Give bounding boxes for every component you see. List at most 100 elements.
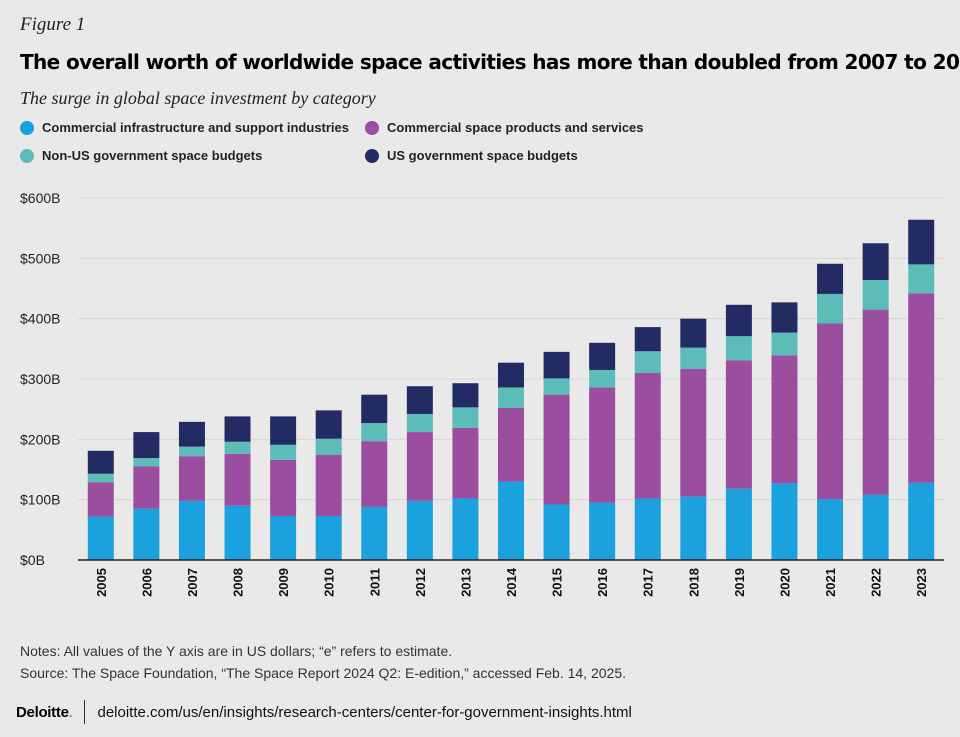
bar-segment-4-2006: [133, 432, 160, 459]
footer-divider: [84, 700, 86, 724]
x-tick-label: 2005: [94, 568, 109, 597]
bar-segment-2-2021: [817, 323, 844, 500]
bar-segment-2-2005: [87, 482, 114, 517]
x-tick-label: 2008: [231, 568, 246, 597]
bar-segment-1-2014: [498, 481, 524, 560]
bar-segment-3-2016: [589, 369, 616, 388]
legend-label: Non-US government space budgets: [42, 148, 263, 163]
y-tick-label: $600B: [20, 190, 60, 206]
footer-url-link[interactable]: deloitte.com/us/en/insights/research-cen…: [97, 703, 632, 721]
chart-legend: Commercial infrastructure and support in…: [20, 120, 940, 176]
bar-segment-4-2008: [224, 416, 251, 442]
x-tick-label: 2013: [458, 568, 473, 597]
y-tick-label: $300B: [20, 371, 60, 387]
x-tick-label: 2021: [823, 568, 838, 597]
bar-segment-3-2021: [817, 293, 844, 324]
bar-segment-1-2011: [361, 506, 388, 560]
bar-segment-2-2006: [133, 466, 160, 509]
bar-segment-3-2011: [361, 423, 388, 442]
bar-segment-4-2020: [771, 302, 798, 333]
bar-segment-3-2018: [680, 347, 707, 369]
bar-segment-2-2014: [498, 407, 524, 482]
legend-swatch-icon: [365, 148, 379, 163]
bar-segment-3-2012: [406, 413, 433, 433]
x-tick-label: 2022: [869, 568, 884, 597]
bar-segment-3-2013: [452, 407, 479, 428]
bar-segment-1-2012: [406, 500, 433, 560]
chart-subtitle: The surge in global space investment by …: [20, 88, 376, 108]
deloitte-logo: Deloitte.: [16, 703, 73, 721]
bar-segment-1-2006: [133, 508, 160, 560]
bar-segment-1-2020: [771, 483, 798, 560]
bar-segment-1-2018: [680, 496, 707, 560]
bar-segment-4-2015: [543, 351, 570, 379]
legend-label: Commercial space products and services: [387, 120, 644, 135]
bar-segment-2-2023: [908, 293, 935, 483]
y-tick-label: $400B: [20, 311, 60, 327]
legend-swatch-icon: [20, 120, 34, 135]
bar-segment-2-2022: [862, 309, 889, 495]
legend-item-commercial-products: Commercial space products and services: [365, 120, 644, 135]
bar-segment-3-2014: [498, 387, 524, 408]
legend-item-non-us-government: Non-US government space budgets: [20, 148, 262, 163]
chart-notes: Notes: All values of the Y axis are in U…: [20, 640, 626, 684]
notes-text: Notes: All values of the Y axis are in U…: [20, 643, 453, 659]
bar-segment-4-2016: [589, 342, 616, 370]
x-tick-label: 2009: [276, 568, 291, 597]
bar-segment-3-2006: [133, 458, 160, 467]
bar-segment-2-2016: [589, 387, 616, 503]
x-tick-label: 2020: [777, 568, 792, 597]
x-tick-label: 2023: [914, 568, 929, 597]
bar-segment-3-2007: [178, 446, 205, 457]
bar-segment-2-2020: [771, 355, 798, 484]
bar-segment-2-2017: [634, 372, 661, 499]
bar-segment-3-2017: [634, 351, 661, 373]
bar-segment-2-2019: [725, 360, 752, 489]
legend-swatch-icon: [365, 120, 379, 135]
bar-segment-1-2017: [634, 498, 661, 560]
bar-segment-1-2009: [270, 515, 297, 560]
bar-segment-4-2023: [908, 219, 935, 265]
bar-segment-2-2018: [680, 368, 707, 497]
bar-segment-1-2022: [862, 494, 889, 560]
x-tick-label: 2019: [732, 568, 747, 597]
bar-segment-4-2007: [178, 421, 205, 447]
figure-label: Figure 1: [20, 14, 86, 35]
x-tick-label: 2011: [367, 568, 382, 596]
x-tick-label: 2016: [595, 568, 610, 597]
legend-label: US government space budgets: [387, 148, 578, 163]
bar-segment-1-2019: [725, 488, 752, 560]
bar-segment-1-2013: [452, 498, 479, 560]
y-tick-label: $0B: [20, 552, 45, 568]
bar-segment-4-2009: [270, 416, 297, 445]
bar-segment-2-2013: [452, 427, 479, 499]
x-tick-label: 2010: [322, 568, 337, 597]
bar-segment-3-2009: [270, 444, 297, 460]
bar-segment-1-2015: [543, 504, 570, 560]
bar-segment-3-2020: [771, 332, 798, 356]
stacked-bar-chart: $0B $100B $200B $300B $400B $500B $600B 2005 200…: [20, 190, 944, 597]
legend-label: Commercial infrastructure and support in…: [42, 120, 350, 135]
bar-segment-4-2018: [680, 318, 707, 348]
x-tick-label: 2007: [185, 568, 200, 597]
x-tick-label: 2012: [413, 568, 428, 597]
bar-segment-1-2010: [315, 515, 342, 560]
bar-segment-2-2012: [406, 432, 433, 501]
footer: Deloitte. deloitte.com/us/en/insights/re…: [16, 700, 632, 724]
bar-segment-3-2022: [862, 280, 889, 310]
bar-segment-4-2005: [87, 450, 114, 474]
legend-item-commercial-infrastructure: Commercial infrastructure and support in…: [20, 120, 349, 135]
bar-segment-4-2022: [862, 243, 889, 281]
bar-segment-4-2021: [817, 263, 844, 294]
bar-segment-3-2023: [908, 264, 935, 294]
bar-segment-2-2010: [315, 455, 342, 516]
bar-segment-1-2016: [589, 502, 616, 560]
bar-segment-3-2010: [315, 438, 342, 456]
bar-segment-1-2005: [87, 516, 114, 560]
bar-segment-4-2011: [361, 394, 388, 424]
y-tick-label: $100B: [20, 492, 60, 508]
bar-segment-2-2008: [224, 453, 251, 506]
chart-title: The overall worth of worldwide space act…: [20, 50, 960, 74]
legend-item-us-government: US government space budgets: [365, 148, 578, 163]
bar-segment-4-2012: [406, 386, 433, 414]
